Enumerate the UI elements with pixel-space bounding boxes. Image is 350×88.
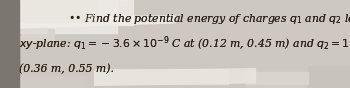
Text: $xy$-plane: $q_1 = -3.6 \times 10^{-9}$ C at (0.12 m, 0.45 m) and $q_2 = 1.6 \ti: $xy$-plane: $q_1 = -3.6 \times 10^{-9}$ …	[19, 35, 350, 53]
Polygon shape	[19, 0, 133, 25]
Text: (0.36 m, 0.55 m).: (0.36 m, 0.55 m).	[19, 63, 114, 74]
Bar	[245, 72, 308, 84]
Bar	[0, 0, 19, 88]
Bar	[19, 29, 54, 40]
Bar	[308, 66, 350, 88]
Text: $xy$-plane: $q_1 = -3.6 \times 10^{-9}$ C at (0.12 m, 0.45 m) and $q_2 = 1.6 \ti: $xy$-plane: $q_1 = -3.6 \times 10^{-9}$ …	[19, 35, 350, 53]
Bar	[0, 0, 19, 35]
Polygon shape	[94, 69, 256, 85]
Text: (0.36 m, 0.55 m).: (0.36 m, 0.55 m).	[19, 63, 114, 74]
Bar	[88, 66, 245, 88]
Text: •• Find the potential energy of charges $q_1$ and $q_2$ located in the: •• Find the potential energy of charges …	[68, 12, 350, 26]
Bar	[19, 0, 117, 33]
Bar	[19, 14, 47, 33]
Bar	[0, 0, 19, 35]
Bar	[94, 69, 228, 84]
Bar	[0, 0, 105, 14]
Bar	[0, 76, 350, 88]
Bar	[19, 0, 96, 22]
Polygon shape	[18, 16, 175, 28]
Bar	[0, 0, 19, 88]
Text: •• Find the potential energy of charges $q_1$ and $q_2$ located in the: •• Find the potential energy of charges …	[68, 12, 350, 26]
